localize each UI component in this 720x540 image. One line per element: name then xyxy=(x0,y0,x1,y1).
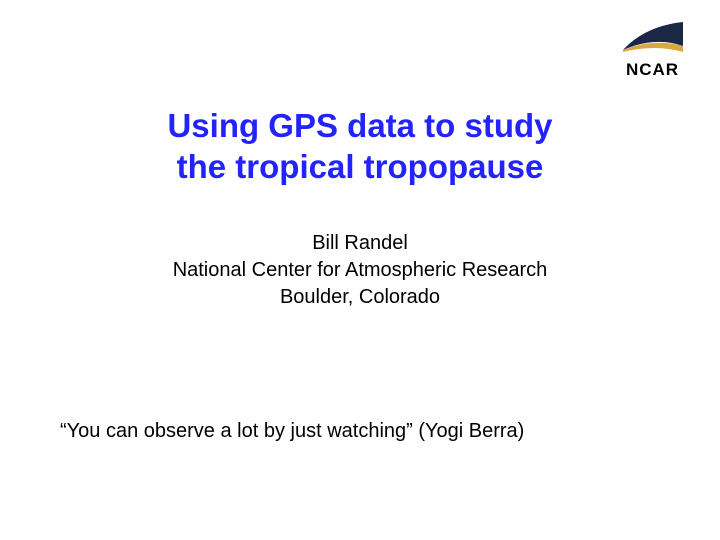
title-line-2: the tropical tropopause xyxy=(177,148,544,185)
ncar-logo: NCAR xyxy=(615,18,690,80)
logo-swoosh-icon xyxy=(615,18,690,58)
author-affiliation: National Center for Atmospheric Research xyxy=(100,257,620,284)
slide-title: Using GPS data to study the tropical tro… xyxy=(100,105,620,188)
title-line-1: Using GPS data to study xyxy=(167,107,552,144)
author-name: Bill Randel xyxy=(100,230,620,257)
quote-text: “You can observe a lot by just watching”… xyxy=(60,420,660,443)
author-location: Boulder, Colorado xyxy=(100,284,620,311)
author-block: Bill Randel National Center for Atmosphe… xyxy=(100,230,620,311)
logo-text: NCAR xyxy=(626,60,679,80)
